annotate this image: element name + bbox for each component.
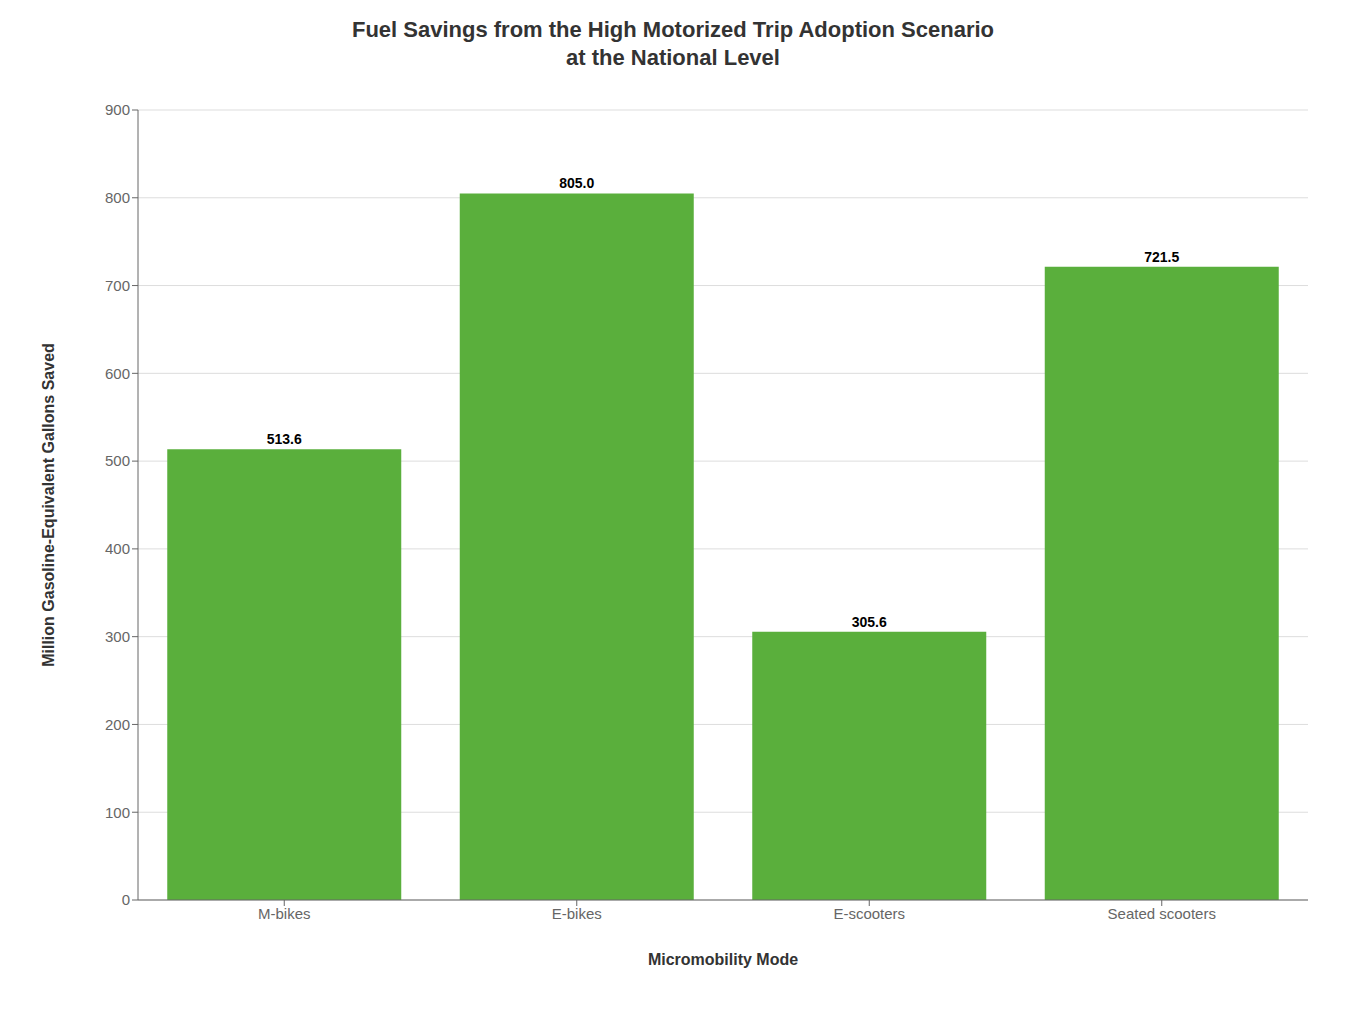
svg-text:Million Gasoline-Equivalent Ga: Million Gasoline-Equivalent Gallons Save…	[40, 343, 57, 667]
svg-text:600: 600	[105, 365, 130, 382]
svg-text:513.6: 513.6	[267, 431, 302, 447]
svg-text:E-bikes: E-bikes	[552, 905, 602, 922]
svg-text:305.6: 305.6	[852, 614, 887, 630]
html-text:Fuel Savings from the High Mot: Fuel Savings from the High Motorized Tri…	[351, 17, 994, 42]
svg-text:500: 500	[105, 452, 130, 469]
svg-text:200: 200	[105, 716, 130, 733]
svg-text:721.5: 721.5	[1144, 249, 1179, 265]
svg-text:M-bikes: M-bikes	[258, 905, 311, 922]
svg-text:700: 700	[105, 277, 130, 294]
svg-text:Micromobility Mode: Micromobility Mode	[648, 951, 798, 968]
svg-text:800: 800	[105, 189, 130, 206]
html-text:at the National Level: at the National Level	[566, 45, 780, 70]
svg-text:900: 900	[105, 101, 130, 118]
svg-text:805.0: 805.0	[559, 175, 594, 191]
svg-text:300: 300	[105, 628, 130, 645]
svg-text:Seated scooters: Seated scooters	[1108, 905, 1216, 922]
svg-text:E-scooters: E-scooters	[833, 905, 905, 922]
svg-text:100: 100	[105, 804, 130, 821]
svg-text:0: 0	[122, 891, 130, 908]
svg-text:400: 400	[105, 540, 130, 557]
